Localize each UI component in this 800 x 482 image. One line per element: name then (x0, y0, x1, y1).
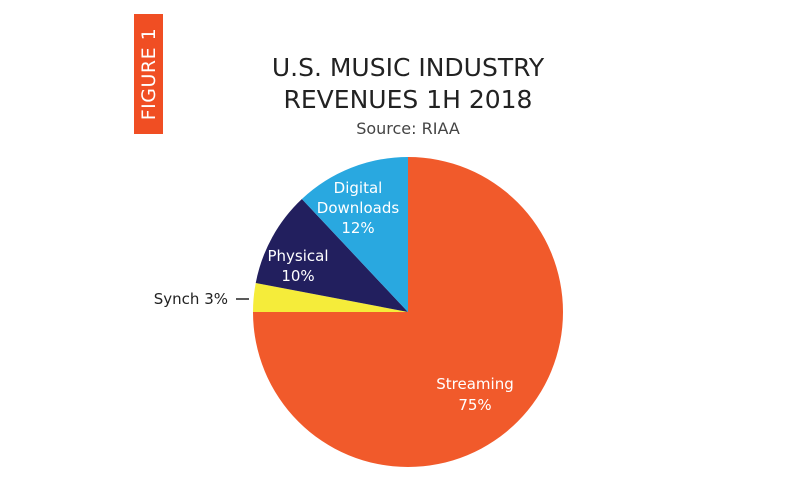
slice-value-streaming: 75% (458, 396, 491, 414)
slice-value-digital-downloads: 12% (341, 219, 374, 237)
slice-label-synch: Synch 3% (154, 290, 228, 308)
pie-slice-synch (253, 282, 408, 312)
title-line-1: U.S. MUSIC INDUSTRY (271, 53, 545, 82)
title-line-2: REVENUES 1H 2018 (283, 85, 533, 114)
figure-badge: FIGURE 1 (134, 14, 163, 134)
slice-label-physical: Physical (267, 247, 328, 265)
chart-source: Source: RIAA (356, 119, 460, 138)
slice-label-streaming: Streaming (436, 375, 513, 393)
pie-slice-digital-downloads (301, 157, 408, 312)
slice-value-physical: 10% (281, 267, 314, 285)
chart-title: U.S. MUSIC INDUSTRY REVENUES 1H 2018 (208, 52, 608, 116)
slice-label-digital: Digital (334, 179, 383, 197)
slice-label-downloads: Downloads (317, 199, 400, 217)
pie-slice-physical (255, 199, 408, 312)
